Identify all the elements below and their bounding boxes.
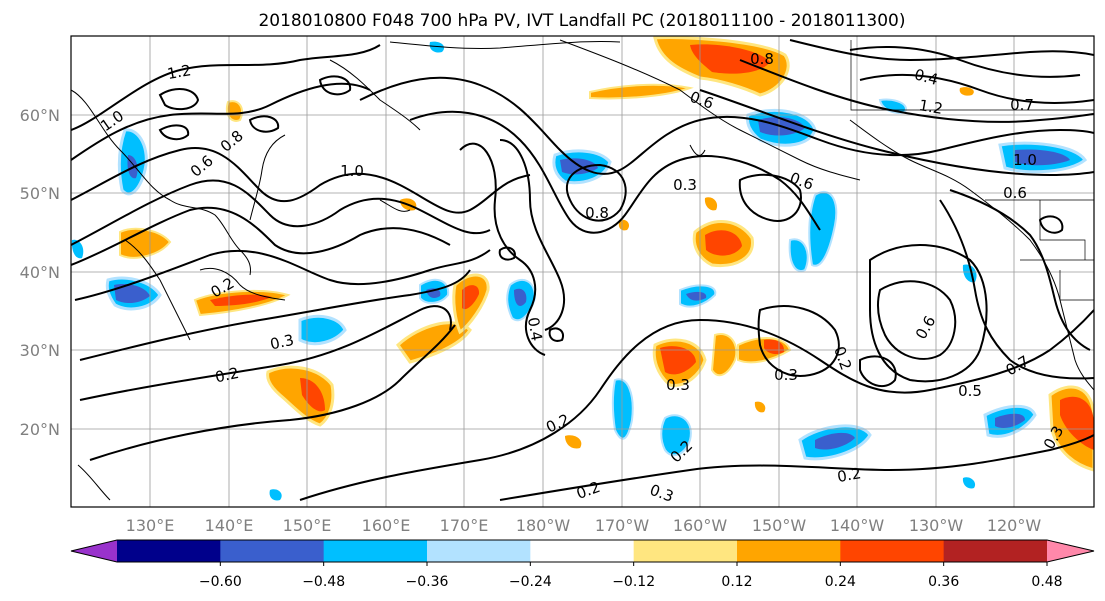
colorbar-tick-label: −0.60 [199,574,242,590]
lon-tick-label: 130°E [126,516,175,535]
contour-label: 0.4 [524,316,546,343]
contour-label: 1.2 [166,61,193,83]
longitude-labels: 130°E 140°E 150°E 160°E 170°E 180°W 170°… [126,516,1042,535]
colorbar-tick-label: 0.48 [1031,574,1062,590]
lon-tick-label: 160°E [362,516,411,535]
positive-shading [119,36,1094,472]
contour-label: 0.2 [836,464,863,486]
lat-tick-label: 20°N [20,420,60,439]
colorbar-outline [70,539,1095,563]
colorbar-segment [117,540,221,562]
contour-label: 0.2 [213,364,240,387]
colorbar-tick-label: −0.36 [406,574,449,590]
lon-tick-label: 140°W [830,516,885,535]
colorbar-segment [840,540,945,562]
colorbar-tick-label: −0.24 [509,574,552,590]
map-panel: 1.2 1.0 0.8 0.6 1.0 0.2 0.3 0.2 0.4 0.8 … [71,36,1094,507]
contour-label: 0.3 [673,176,697,194]
contour-label: 0.8 [750,50,774,68]
colorbar-extension-high [1047,540,1094,562]
colorbar-segment [530,540,635,562]
contour-label: 0.7 [1010,96,1034,114]
contour-label: 1.0 [1013,151,1037,169]
lon-tick-label: 160°W [673,516,728,535]
contour-label: 0.3 [268,331,295,354]
latitude-labels: 60°N 50°N 40°N 30°N 20°N [20,106,60,439]
contour-label: 0.4 [912,65,940,89]
colorbar-segment [633,540,738,562]
lon-tick-label: 130°W [909,516,964,535]
contour-label: 0.3 [666,376,690,394]
colorbar-tick-label: 0.36 [928,574,959,590]
colorbar-segment [220,540,325,562]
contour-label: 1.0 [340,162,364,180]
contour-label: 1.2 [918,96,945,118]
map-title: 2018010800 F048 700 hPa PV, IVT Landfall… [258,11,905,31]
lon-tick-label: 170°E [440,516,489,535]
lon-tick-label: 180°W [516,516,571,535]
colorbar-tick-label: −0.48 [302,574,345,590]
colorbar-tick-label: −0.12 [612,574,655,590]
pv-contours [71,39,1094,501]
lon-tick-label: 150°E [283,516,332,535]
lat-tick-label: 30°N [20,341,60,360]
negative-shading [71,41,1088,501]
lat-tick-label: 50°N [20,184,60,203]
colorbar-segment [737,540,841,562]
colorbar-segment [323,540,428,562]
contour-label: 0.8 [585,204,609,222]
map-frame [70,35,1095,508]
lon-tick-label: 140°E [205,516,254,535]
lon-tick-label: 120°W [987,516,1042,535]
contour-label: 0.6 [1003,184,1027,202]
colorbar-segment [427,540,531,562]
colorbar: −0.60 −0.48 −0.36 −0.24 −0.12 0.12 0.24 0.36 0.4… [70,539,1095,590]
contour-label: 0.5 [958,382,982,400]
contour-label: 0.3 [774,366,798,384]
lat-tick-label: 60°N [20,106,60,125]
colorbar-extension-low [71,540,117,562]
colorbar-segment [943,540,1048,562]
lat-tick-label: 40°N [20,263,60,282]
colorbar-tick-label: 0.24 [825,574,856,590]
lon-tick-label: 170°W [595,516,650,535]
colorbar-tick-label: 0.12 [721,574,752,590]
lon-tick-label: 150°W [752,516,807,535]
